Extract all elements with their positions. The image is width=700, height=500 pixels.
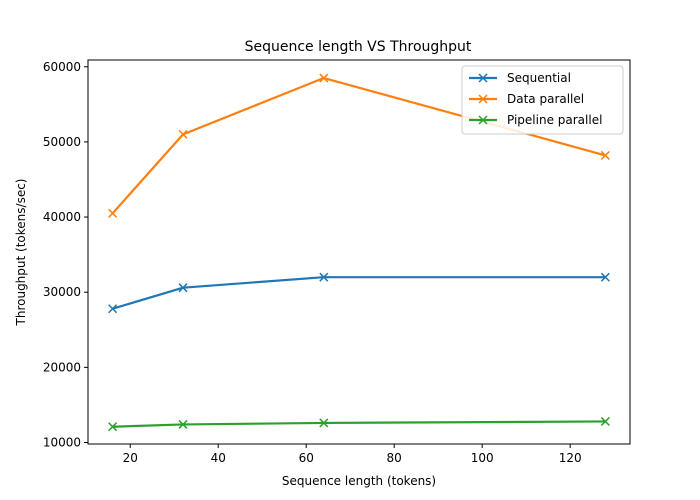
legend-box bbox=[461, 65, 624, 135]
data-point-marker bbox=[319, 73, 329, 83]
data-point-marker bbox=[319, 272, 329, 282]
legend-marker bbox=[478, 94, 488, 104]
y-tick-label: 60000 bbox=[43, 60, 81, 74]
y-axis-label: Throughput (tokens/sec) bbox=[14, 179, 28, 327]
data-point-marker bbox=[108, 422, 118, 432]
x-axis-label: Sequence length (tokens) bbox=[282, 474, 436, 488]
x-tick-label: 100 bbox=[471, 451, 494, 465]
x-tick-label: 60 bbox=[299, 451, 314, 465]
y-tick-label: 20000 bbox=[43, 360, 81, 374]
data-point-marker bbox=[600, 272, 610, 282]
legend-marker bbox=[478, 115, 488, 125]
y-tick-label: 30000 bbox=[43, 285, 81, 299]
data-point-marker bbox=[178, 419, 188, 429]
legend-marker bbox=[478, 73, 488, 83]
series-line-0 bbox=[112, 276, 606, 310]
legend-label: Pipeline parallel bbox=[507, 113, 602, 127]
legend-label: Data parallel bbox=[507, 92, 584, 106]
x-tick-label: 20 bbox=[123, 451, 138, 465]
y-tick-label: 10000 bbox=[43, 435, 81, 449]
y-tick-label: 40000 bbox=[43, 210, 81, 224]
data-point-marker bbox=[600, 416, 610, 426]
y-tick-label: 50000 bbox=[43, 135, 81, 149]
chart-title: Sequence length VS Throughput bbox=[245, 39, 472, 55]
x-tick-label: 120 bbox=[559, 451, 582, 465]
plot-frame bbox=[87, 59, 631, 445]
data-point-marker bbox=[108, 208, 118, 218]
series-line-2 bbox=[112, 420, 606, 428]
legend-label: Sequential bbox=[507, 71, 571, 85]
data-point-marker bbox=[319, 418, 329, 428]
data-point-marker bbox=[108, 304, 118, 314]
data-point-marker bbox=[600, 150, 610, 160]
x-axis: 20 40 60 80 100 120 bbox=[123, 444, 582, 465]
x-tick-label: 40 bbox=[211, 451, 226, 465]
data-point-marker bbox=[178, 283, 188, 293]
data-point-marker bbox=[178, 129, 188, 139]
x-tick-label: 80 bbox=[387, 451, 402, 465]
y-axis: 10000 20000 30000 40000 50000 60000 bbox=[43, 60, 88, 449]
legend: Sequential Data parallel Pipeline parallel bbox=[461, 65, 624, 135]
